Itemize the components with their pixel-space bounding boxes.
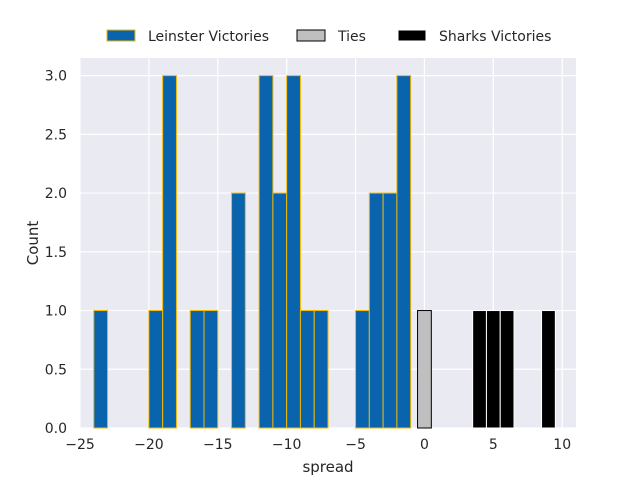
y-tick-label: 0.0 bbox=[45, 421, 67, 437]
bar-sharks-victories bbox=[499, 310, 515, 429]
y-tick-label: 3.0 bbox=[45, 69, 67, 85]
bar-leinster-victories bbox=[382, 192, 398, 429]
x-tick-label: 10 bbox=[553, 437, 571, 453]
bar-leinster-victories bbox=[272, 192, 288, 429]
bar-leinster-victories bbox=[299, 310, 315, 429]
x-tick-label: −10 bbox=[272, 437, 302, 453]
legend-label: Leinster Victories bbox=[148, 29, 269, 45]
x-tick-labels: −25 −20 −15 −10 −5 0 5 10 bbox=[65, 437, 571, 453]
legend-swatch bbox=[397, 29, 427, 42]
bar-leinster-victories bbox=[286, 75, 301, 429]
x-tick-label: −25 bbox=[65, 437, 95, 453]
y-tick-labels: 0.0 0.5 1.0 1.5 2.0 2.5 3.0 bbox=[45, 69, 67, 437]
bar-leinster-victories bbox=[162, 75, 177, 429]
legend-swatch bbox=[296, 29, 326, 42]
bar-leinster-victories bbox=[148, 310, 164, 429]
x-axis-label: spread bbox=[302, 458, 353, 476]
bar-leinster-victories bbox=[231, 192, 246, 429]
bar-leinster-victories bbox=[189, 310, 205, 429]
bar-sharks-victories bbox=[485, 310, 501, 429]
x-tick-label: −5 bbox=[345, 437, 366, 453]
y-tick-label: 1.0 bbox=[45, 304, 67, 320]
legend: Leinster Victories Ties Sharks Victories bbox=[106, 29, 551, 45]
bar-sharks-victories bbox=[472, 310, 487, 429]
bar-leinster-victories bbox=[355, 310, 370, 429]
legend-label: Sharks Victories bbox=[439, 29, 551, 45]
bar-leinster-victories bbox=[313, 310, 329, 429]
y-tick-label: 2.5 bbox=[45, 127, 67, 143]
bar-sharks-victories bbox=[541, 310, 556, 429]
bars bbox=[93, 75, 556, 429]
bar-leinster-victories bbox=[258, 75, 274, 429]
x-tick-label: −15 bbox=[203, 437, 233, 453]
legend-item-leinster-victories: Leinster Victories bbox=[106, 29, 269, 45]
bar-leinster-victories bbox=[203, 310, 219, 429]
legend-swatch bbox=[106, 29, 136, 42]
y-axis-label: Count bbox=[24, 221, 42, 266]
bar-ties bbox=[417, 310, 432, 429]
legend-label: Ties bbox=[337, 29, 366, 45]
bar-leinster-victories bbox=[396, 75, 412, 429]
y-tick-label: 0.5 bbox=[45, 362, 67, 378]
bar-leinster-victories bbox=[93, 310, 109, 429]
x-tick-label: 0 bbox=[420, 437, 429, 453]
y-tick-label: 1.5 bbox=[45, 245, 67, 261]
bar-leinster-victories bbox=[368, 192, 384, 429]
x-tick-label: −20 bbox=[134, 437, 164, 453]
legend-item-sharks-victories: Sharks Victories bbox=[397, 29, 551, 45]
x-tick-label: 5 bbox=[489, 437, 498, 453]
y-tick-label: 2.0 bbox=[45, 186, 67, 202]
legend-item-ties: Ties bbox=[296, 29, 366, 45]
